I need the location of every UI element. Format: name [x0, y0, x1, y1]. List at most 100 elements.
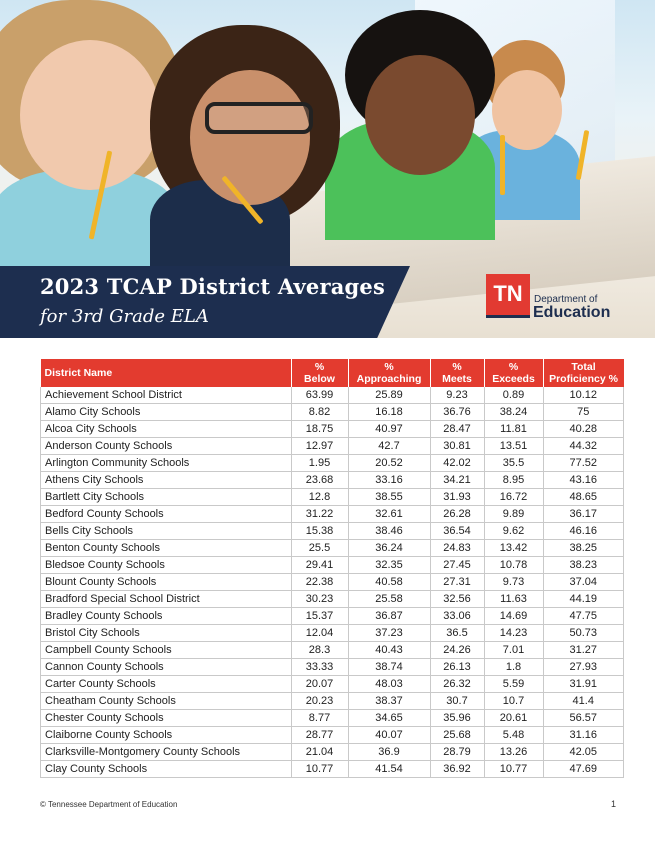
approaching-cell: 25.58: [348, 590, 431, 608]
district-name-cell: Bledsoe County Schools: [40, 556, 292, 574]
meets-cell: 33.06: [430, 607, 485, 625]
total-proficiency-cell: 38.23: [543, 556, 624, 574]
table-row: Bartlett City Schools 12.8 38.55 31.93 16.72…: [40, 488, 624, 506]
exceeds-cell: 16.72: [484, 488, 544, 506]
total-proficiency-cell: 10.12: [543, 387, 624, 404]
tn-logo-text: TN: [493, 281, 523, 306]
approaching-cell: 37.23: [348, 624, 431, 642]
district-name-cell: Claiborne County Schools: [40, 726, 292, 744]
table-row: Anderson County Schools 12.97 42.7 30.81 13.…: [40, 437, 624, 455]
district-name-cell: Bartlett City Schools: [40, 488, 292, 506]
header-exceeds: % Exceeds: [484, 359, 544, 387]
approaching-cell: 32.61: [348, 505, 431, 523]
below-cell: 20.23: [291, 692, 349, 710]
district-name-cell: Bradley County Schools: [40, 607, 292, 625]
table-row: Blount County Schools 22.38 40.58 27.31 9.73…: [40, 573, 624, 591]
pencil-icon: [500, 135, 505, 195]
glasses: [205, 102, 313, 134]
meets-cell: 34.21: [430, 471, 485, 489]
district-name-cell: Cheatham County Schools: [40, 692, 292, 710]
district-name-cell: Carter County Schools: [40, 675, 292, 693]
below-cell: 15.38: [291, 522, 349, 540]
below-cell: 15.37: [291, 607, 349, 625]
table-row: Bristol City Schools 12.04 37.23 36.5 14.23 5…: [40, 624, 624, 642]
below-cell: 12.04: [291, 624, 349, 642]
table-row: Benton County Schools 25.5 36.24 24.83 13.42…: [40, 539, 624, 557]
approaching-cell: 34.65: [348, 709, 431, 727]
total-proficiency-cell: 75: [543, 403, 624, 421]
approaching-cell: 40.07: [348, 726, 431, 744]
table-body: Achievement School District 63.99 25.89 9.2…: [40, 387, 624, 778]
table-row: Clay County Schools 10.77 41.54 36.92 10.77 4…: [40, 760, 624, 778]
approaching-cell: 36.9: [348, 743, 431, 761]
exceeds-cell: 10.77: [484, 760, 544, 778]
exceeds-cell: 7.01: [484, 641, 544, 659]
meets-cell: 30.7: [430, 692, 485, 710]
table-row: Chester County Schools 8.77 34.65 35.96 20.6…: [40, 709, 624, 727]
district-name-cell: Campbell County Schools: [40, 641, 292, 659]
total-proficiency-cell: 48.65: [543, 488, 624, 506]
approaching-cell: 38.74: [348, 658, 431, 676]
district-averages-table: District Name % Below % Approaching % Meets…: [40, 359, 624, 778]
approaching-cell: 42.7: [348, 437, 431, 455]
approaching-cell: 25.89: [348, 387, 431, 404]
page-title: 2023 TCAP District Averages: [40, 274, 385, 299]
table-row: Cheatham County Schools 20.23 38.37 30.7 10.…: [40, 692, 624, 710]
approaching-cell: 40.97: [348, 420, 431, 438]
total-proficiency-cell: 44.19: [543, 590, 624, 608]
exceeds-cell: 38.24: [484, 403, 544, 421]
exceeds-cell: 10.7: [484, 692, 544, 710]
meets-cell: 27.31: [430, 573, 485, 591]
tn-education-logo: TN Department of Education: [486, 274, 626, 324]
exceeds-cell: 1.8: [484, 658, 544, 676]
total-proficiency-cell: 31.27: [543, 641, 624, 659]
district-name-cell: Arlington Community Schools: [40, 454, 292, 472]
table-row: Carter County Schools 20.07 48.03 26.32 5.59…: [40, 675, 624, 693]
meets-cell: 24.83: [430, 539, 485, 557]
student-face: [20, 40, 160, 190]
district-name-cell: Alcoa City Schools: [40, 420, 292, 438]
exceeds-cell: 9.73: [484, 573, 544, 591]
exceeds-cell: 35.5: [484, 454, 544, 472]
meets-cell: 36.54: [430, 522, 485, 540]
header-approaching: % Approaching: [348, 359, 431, 387]
table-row: Cannon County Schools 33.33 38.74 26.13 1.8 2…: [40, 658, 624, 676]
total-proficiency-cell: 40.28: [543, 420, 624, 438]
district-name-cell: Cannon County Schools: [40, 658, 292, 676]
district-name-cell: Alamo City Schools: [40, 403, 292, 421]
tn-logo-mark: TN: [486, 274, 530, 318]
meets-cell: 35.96: [430, 709, 485, 727]
logo-dept-text: Department of: [534, 294, 598, 305]
meets-cell: 36.5: [430, 624, 485, 642]
below-cell: 18.75: [291, 420, 349, 438]
table-row: Campbell County Schools 28.3 40.43 24.26 7.0…: [40, 641, 624, 659]
exceeds-cell: 8.95: [484, 471, 544, 489]
exceeds-cell: 11.63: [484, 590, 544, 608]
below-cell: 31.22: [291, 505, 349, 523]
below-cell: 12.8: [291, 488, 349, 506]
below-cell: 29.41: [291, 556, 349, 574]
total-proficiency-cell: 43.16: [543, 471, 624, 489]
district-name-cell: Clay County Schools: [40, 760, 292, 778]
exceeds-cell: 14.69: [484, 607, 544, 625]
meets-cell: 30.81: [430, 437, 485, 455]
approaching-cell: 41.54: [348, 760, 431, 778]
approaching-cell: 38.46: [348, 522, 431, 540]
total-proficiency-cell: 36.17: [543, 505, 624, 523]
below-cell: 28.77: [291, 726, 349, 744]
exceeds-cell: 14.23: [484, 624, 544, 642]
total-proficiency-cell: 77.52: [543, 454, 624, 472]
approaching-cell: 36.87: [348, 607, 431, 625]
exceeds-cell: 13.26: [484, 743, 544, 761]
below-cell: 1.95: [291, 454, 349, 472]
meets-cell: 42.02: [430, 454, 485, 472]
below-cell: 30.23: [291, 590, 349, 608]
approaching-cell: 38.55: [348, 488, 431, 506]
exceeds-cell: 11.81: [484, 420, 544, 438]
approaching-cell: 33.16: [348, 471, 431, 489]
approaching-cell: 40.43: [348, 641, 431, 659]
approaching-cell: 16.18: [348, 403, 431, 421]
approaching-cell: 36.24: [348, 539, 431, 557]
meets-cell: 36.92: [430, 760, 485, 778]
student-face: [365, 55, 475, 175]
